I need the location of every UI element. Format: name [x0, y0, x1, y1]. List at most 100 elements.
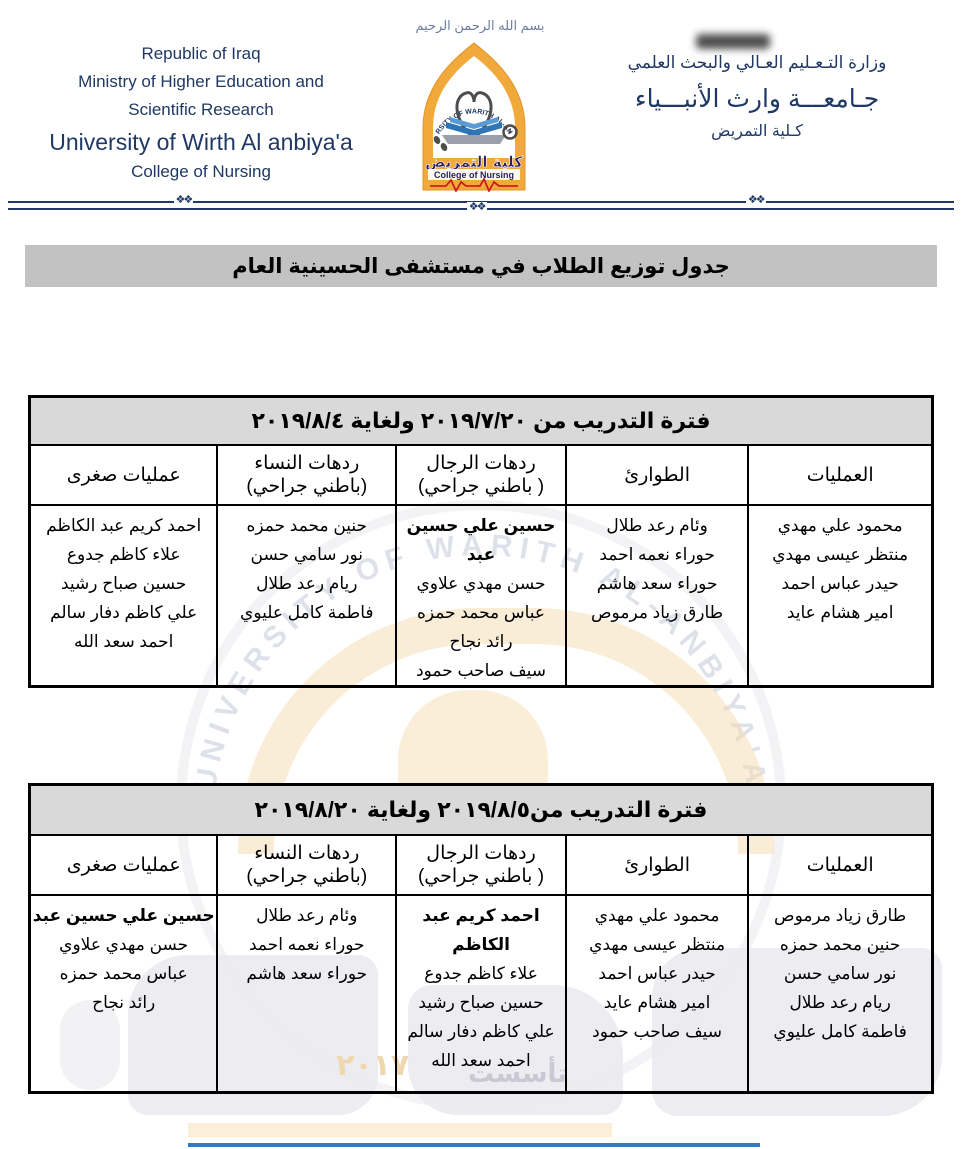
- column-title: الطوارئ: [624, 464, 690, 486]
- student-name: فاطمة كامل عليوي: [240, 603, 374, 622]
- student-name: طارق زياد مرموص: [774, 906, 907, 925]
- column-title: ردهات الرجال: [426, 453, 536, 474]
- student-name: حيدر عباس احمد: [598, 964, 716, 983]
- student-name: حسين صباح رشيد: [60, 574, 187, 593]
- column-header-womens-wards: ردهات النساء (باطني جراحي): [216, 834, 398, 896]
- student-name: حوراء سعد هاشم: [596, 574, 718, 593]
- cell-operations: طارق زياد مرموص حنين محمد حمزه نور سامي حس…: [747, 894, 934, 1094]
- ecg-line-icon: [430, 176, 518, 192]
- student-name: علاء كاظم جدوع: [424, 964, 538, 983]
- student-name: وئام رعد طلال: [606, 516, 708, 535]
- student-name: حنين محمد حمزه: [779, 935, 901, 954]
- column-header-mens-wards: ردهات الرجال( باطني جراحي): [395, 834, 567, 896]
- cell-womens-wards: وئام رعد طلال حوراء نعمه احمد حوراء سعد ها…: [216, 894, 398, 1094]
- student-name: احمد كريم عبد الكاظم: [422, 906, 540, 954]
- knot-ornament-icon: ❖❖: [466, 201, 487, 213]
- college-name-ar: كـلية التمريض: [711, 123, 803, 140]
- column-header-mens-wards: ردهات الرجال( باطني جراحي): [395, 444, 567, 506]
- student-name: رائد نجاح: [92, 993, 156, 1012]
- bottom-blue-line: [188, 1143, 760, 1147]
- student-name: حسن مهدي علاوي: [59, 935, 189, 954]
- column-subtitle: ( باطني جراحي): [417, 476, 545, 497]
- cell-mens-wards: حسين علي حسين عبد حسن مهدي علاوي عباس محمد…: [395, 504, 567, 688]
- student-name: نور سامي حسن: [250, 545, 363, 564]
- logo-inner: [433, 56, 515, 158]
- decorative-divider: ❖❖ ❖❖ ❖❖: [8, 194, 954, 217]
- student-name: منتظر عيسى مهدي: [589, 935, 726, 954]
- column-title: العمليات: [806, 854, 874, 876]
- cell-womens-wards: حنين محمد حمزه نور سامي حسن ريام رعد طلال ف…: [216, 504, 398, 688]
- bottom-beige-band: [188, 1123, 612, 1137]
- student-name: ريام رعد طلال: [789, 993, 891, 1012]
- column-header-emergency: الطوارئ: [564, 444, 750, 506]
- column-title: ردهات النساء: [254, 843, 360, 864]
- book-icon: [446, 122, 502, 136]
- column-header-minor-operations: عمليات صغرى: [28, 834, 219, 896]
- student-name: وئام رعد طلال: [256, 906, 358, 925]
- training-table-2: فترة التدريب من٢٠١٩/٨/٥ ولغاية ٢٠١٩/٨/٢٠…: [28, 783, 934, 1094]
- training-period-header: فترة التدريب من ٢٠١٩/٧/٢٠ ولغاية ٢٠١٩/٨/…: [28, 395, 934, 446]
- student-name: ريام رعد طلال: [256, 574, 358, 593]
- cell-minor-operations: حسين علي حسين عبد حسن مهدي علاوي عباس محمد…: [28, 894, 219, 1094]
- cell-operations: محمود علي مهدي منتظر عيسى مهدي حيدر عباس ا…: [747, 504, 934, 688]
- ministry-name-ar: وزارة التـعـليم العـالي والبحث العلمي: [627, 53, 887, 72]
- student-name: حنين محمد حمزه: [246, 516, 368, 535]
- student-name: حوراء نعمه احمد: [599, 545, 715, 564]
- training-table-1: فترة التدريب من ٢٠١٩/٧/٢٠ ولغاية ٢٠١٩/٨/…: [28, 395, 934, 688]
- document-title-bar: جدول توزيع الطلاب في مستشفى الحسينية الع…: [25, 245, 937, 287]
- ink-smudge: [696, 34, 770, 49]
- student-name: رائد نجاح: [449, 632, 513, 651]
- column-title: عمليات صغرى: [66, 854, 181, 876]
- student-name: حسين صباح رشيد: [418, 993, 544, 1012]
- student-name: منتظر عيسى مهدي: [772, 545, 909, 564]
- knot-ornament-icon: ❖❖: [745, 194, 766, 206]
- stethoscope-chestpiece-dot: [508, 130, 512, 134]
- bismillah-text: بسم الله الرحمن الرحيم: [415, 18, 545, 33]
- college-logo: UNIVERSITY OF WARITH AL-ANBIYAA كلية الت…: [408, 40, 526, 192]
- logo-arabic-label: كلية التمريض: [425, 153, 523, 171]
- student-name: حسين علي حسين عبد: [406, 516, 556, 564]
- logo-label-strip: [428, 169, 520, 180]
- cell-minor-operations: احمد كريم عبد الكاظم علاء كاظم جدوع حسين ص…: [28, 504, 219, 688]
- student-name: سيف صاحب حمود: [416, 661, 546, 680]
- cell-mens-wards: احمد كريم عبد الكاظم علاء كاظم جدوع حسين ص…: [395, 894, 567, 1094]
- cell-emergency: وئام رعد طلال حوراء نعمه احمد حوراء سعد ها…: [564, 504, 750, 688]
- student-name: عباس محمد حمزه: [416, 603, 546, 622]
- book-base: [442, 135, 506, 144]
- student-name: احمد سعد الله: [73, 632, 174, 651]
- column-title: الطوارئ: [624, 854, 690, 876]
- student-name: احمد كريم عبد الكاظم: [46, 516, 202, 535]
- student-name: سيف صاحب حمود: [592, 1022, 723, 1041]
- column-header-operations: العمليات: [747, 834, 934, 896]
- student-name: محمود علي مهدي: [777, 516, 903, 535]
- student-name: طارق زياد مرموص: [591, 603, 724, 622]
- college-name-en: College of Nursing: [131, 162, 271, 181]
- student-name: امير هشام عايد: [603, 993, 711, 1012]
- heart-stethoscope-icon: [455, 91, 493, 140]
- student-name: عباس محمد حمزه: [59, 964, 188, 983]
- column-subtitle: (باطني جراحي): [246, 866, 368, 887]
- header-english: Republic of Iraq Ministry of Higher Educ…: [34, 40, 368, 186]
- training-period-header: فترة التدريب من٢٠١٩/٨/٥ ولغاية ٢٠١٩/٨/٢٠: [28, 783, 934, 836]
- column-title: ردهات النساء: [254, 453, 360, 474]
- stethoscope-chestpiece-icon: [502, 124, 518, 140]
- student-name: نور سامي حسن: [783, 964, 897, 983]
- column-subtitle: (باطني جراحي): [246, 476, 368, 497]
- country-line: Republic of Iraq: [141, 44, 261, 63]
- ministry-line-1: Ministry of Higher Education and: [78, 72, 324, 91]
- student-name: حسين علي حسين عبد: [32, 906, 215, 925]
- student-name: احمد سعد الله: [431, 1051, 531, 1070]
- column-header-minor-operations: عمليات صغرى: [28, 444, 219, 506]
- stethoscope-earpiece-icon: [440, 143, 448, 151]
- student-name: حيدر عباس احمد: [781, 574, 899, 593]
- stethoscope-earpiece-icon: [433, 136, 441, 144]
- student-name: علي كاظم دفار سالم: [50, 603, 198, 622]
- column-title: عمليات صغرى: [66, 464, 181, 486]
- column-subtitle: ( باطني جراحي): [417, 866, 545, 887]
- student-name: حسن مهدي علاوي: [416, 574, 546, 593]
- student-name: حوراء نعمه احمد: [249, 935, 365, 954]
- column-title: ردهات الرجال: [426, 843, 536, 864]
- student-name: علاء كاظم جدوع: [66, 545, 181, 564]
- university-name-ar: جـامعـــة وارث الأنبـــياء: [634, 85, 880, 113]
- column-title: العمليات: [806, 464, 874, 486]
